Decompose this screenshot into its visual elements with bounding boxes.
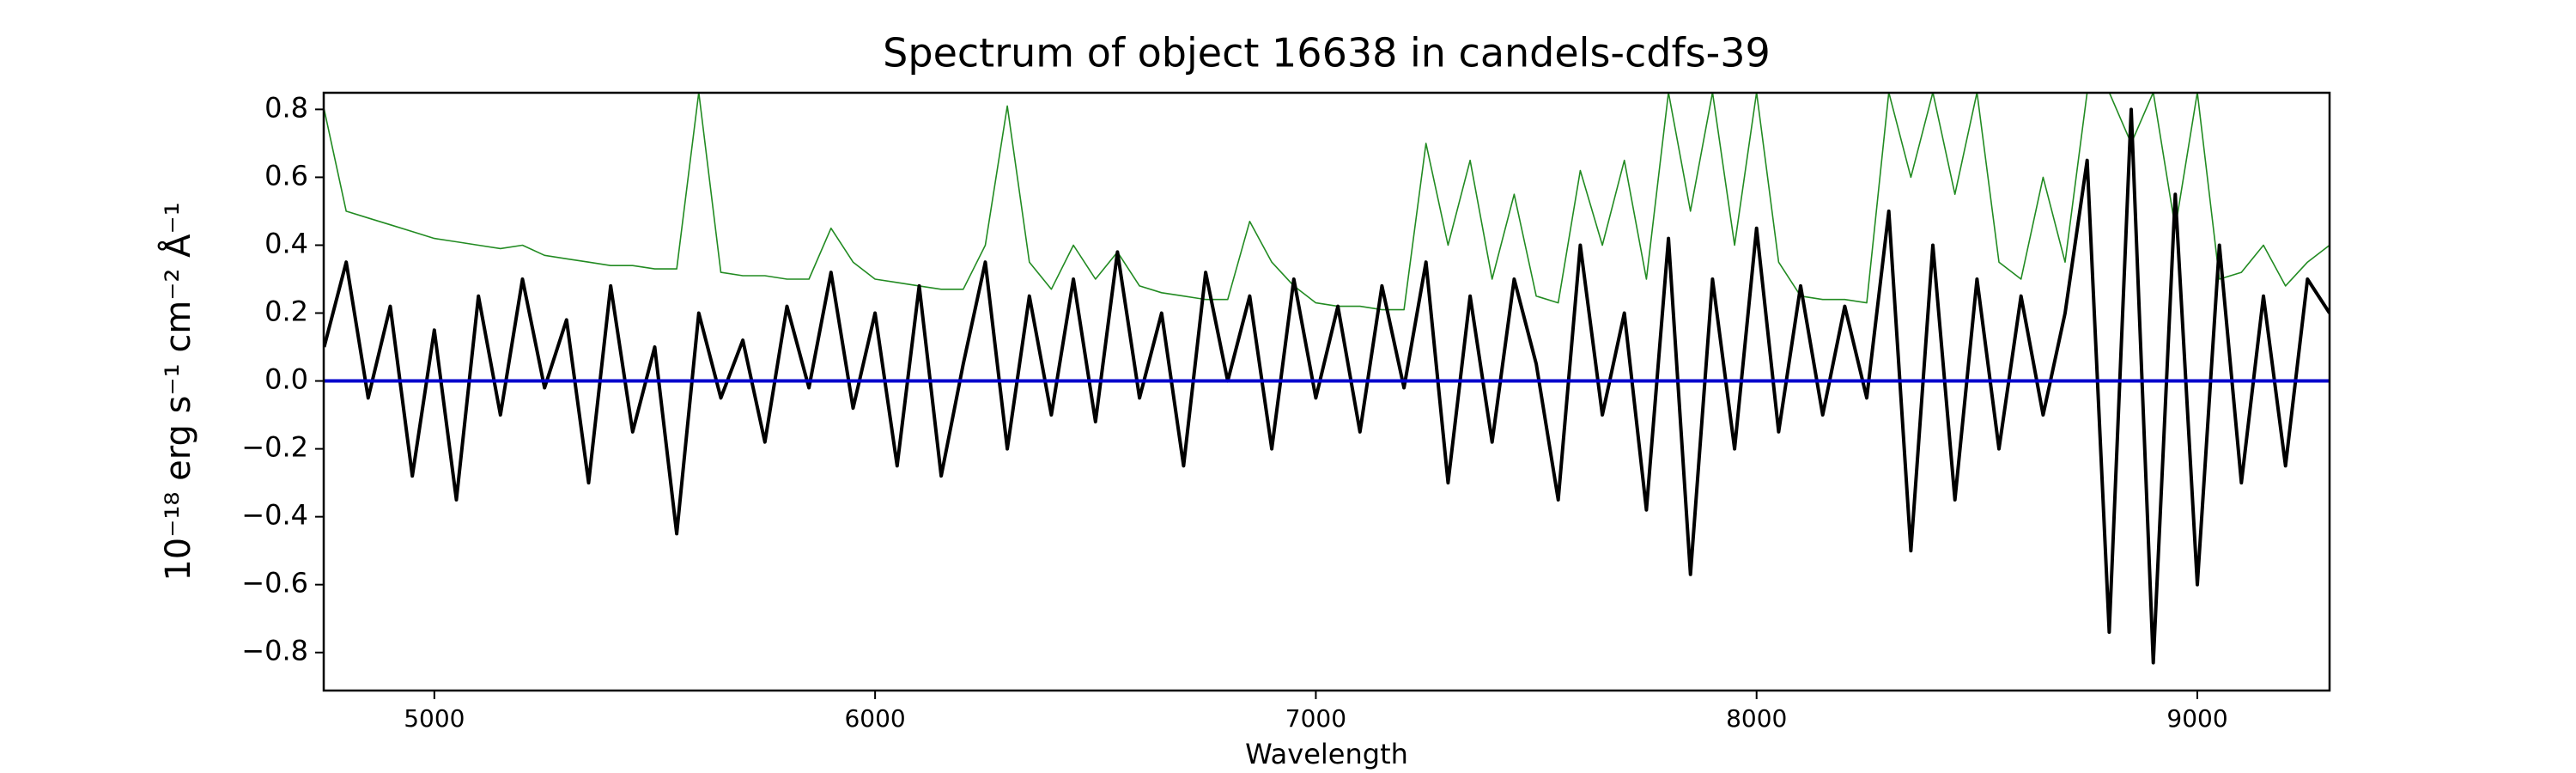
x-tick-label: 6000 — [844, 704, 905, 733]
y-axis-label: 10⁻¹⁸ erg s⁻¹ cm⁻² Å⁻¹ — [157, 202, 198, 581]
chart-title: Spectrum of object 16638 in candels-cdfs… — [883, 30, 1771, 76]
axes-frame — [322, 91, 2331, 692]
y-tick-label: 0.8 — [264, 91, 308, 124]
y-tick-label: −0.2 — [241, 431, 308, 464]
y-tick-label: −0.8 — [241, 635, 308, 667]
y-tick-label: −0.4 — [241, 499, 308, 532]
plot-area — [324, 93, 2330, 665]
spectrum-line — [324, 107, 2330, 665]
x-tick-label: 5000 — [404, 704, 465, 733]
y-tick-label: 0.6 — [264, 159, 308, 192]
y-tick-label: 0.4 — [264, 227, 308, 259]
y-tick-label: 0.2 — [264, 295, 308, 328]
x-tick-label: 8000 — [1726, 704, 1787, 733]
x-tick-label: 7000 — [1285, 704, 1346, 733]
y-tick-label: 0.0 — [264, 363, 308, 396]
x-axis-label: Wavelength — [1245, 738, 1408, 770]
y-tick-label: −0.6 — [241, 567, 308, 600]
x-tick-label: 9000 — [2166, 704, 2227, 733]
spectrum-line — [324, 93, 2330, 311]
